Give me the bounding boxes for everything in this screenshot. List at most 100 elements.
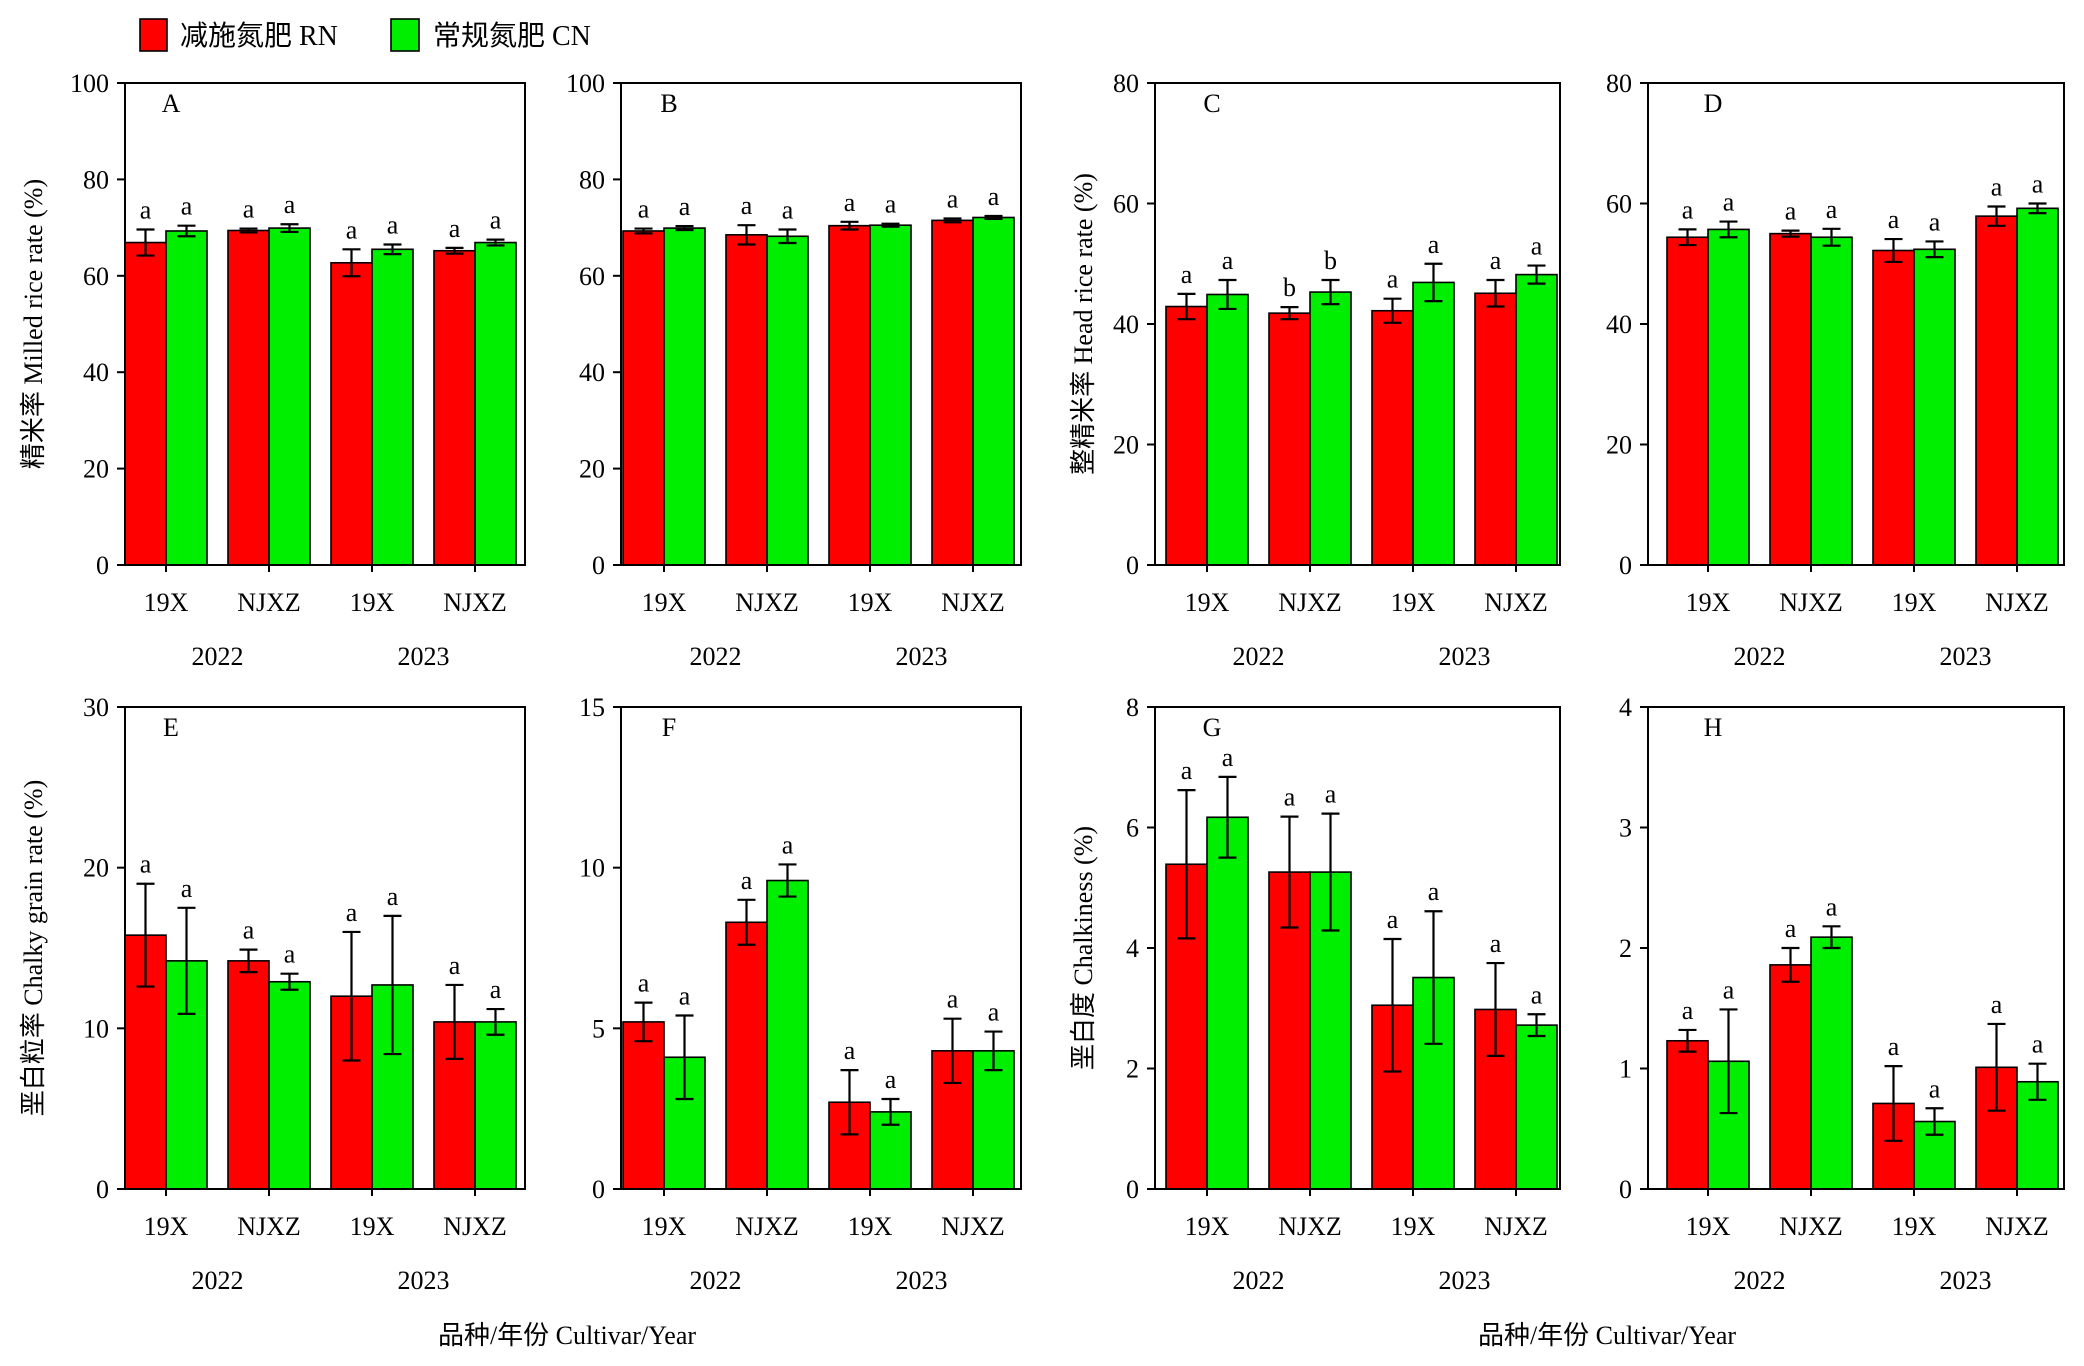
bar-cn-19x-2023 xyxy=(869,224,912,566)
x-category-label-njxz-2022: NJXZ xyxy=(1779,588,1843,617)
error-bar-rn-njxz-2023 xyxy=(445,246,464,255)
significance-letter-cn-19x-2022: a xyxy=(181,874,193,903)
significance-letter-cn-19x-2023: a xyxy=(387,882,399,911)
y-tick-label: 4 xyxy=(1126,934,1139,963)
significance-letter-cn-njxz-2022: a xyxy=(284,940,296,969)
y-tick-label: 0 xyxy=(592,551,605,580)
significance-letter-cn-njxz-2022: a xyxy=(782,196,794,225)
error-bar-cn-njxz-2023 xyxy=(2028,202,2047,215)
y-tick-label: 5 xyxy=(592,1014,605,1043)
significance-letter-cn-19x-2023: a xyxy=(885,1065,897,1094)
error-bar-cn-19x-2022 xyxy=(177,224,196,238)
y-tick-label: 0 xyxy=(592,1175,605,1204)
significance-letter-rn-njxz-2022: a xyxy=(1284,783,1296,812)
significance-letter-cn-19x-2022: a xyxy=(679,192,691,221)
error-bar-rn-19x-2023 xyxy=(342,930,361,1062)
significance-letter-rn-njxz-2023: a xyxy=(1490,246,1502,275)
significance-letter-cn-19x-2023: a xyxy=(1929,207,1941,236)
error-bar-rn-njxz-2022 xyxy=(737,898,756,946)
error-bar-rn-19x-2022 xyxy=(1177,789,1196,940)
error-bar-rn-19x-2022 xyxy=(136,228,155,257)
plot-frame xyxy=(620,706,1022,1190)
significance-letter-rn-19x-2022: a xyxy=(140,196,152,225)
bar-cn-19x-2022 xyxy=(1206,293,1249,566)
bar-cn-njxz-2023 xyxy=(1515,1024,1558,1190)
significance-letter-cn-njxz-2022: a xyxy=(1325,780,1337,809)
bar-cn-njxz-2022 xyxy=(268,227,311,566)
y-axis-title: 精米率 Milled rice rate (%) xyxy=(19,179,48,469)
significance-letter-cn-19x-2022: a xyxy=(1222,246,1234,275)
bar-cn-njxz-2022 xyxy=(1810,236,1853,566)
error-bar-cn-njxz-2023 xyxy=(984,214,1003,221)
y-tick-label: 0 xyxy=(1126,551,1139,580)
y-tick-label: 2 xyxy=(1619,934,1632,963)
error-bar-cn-19x-2023 xyxy=(881,1097,900,1126)
y-axis-title: 整精米率 Head rice rate (%) xyxy=(1069,173,1098,475)
x-axis-title-left: 品种/年份 Cultivar/Year xyxy=(438,1321,696,1350)
y-tick-label: 20 xyxy=(579,455,605,484)
y-tick-label: 0 xyxy=(1619,1175,1632,1204)
error-bar-cn-njxz-2023 xyxy=(1527,264,1546,285)
year-label: 2022 xyxy=(690,642,742,671)
error-bar-rn-19x-2023 xyxy=(1884,1064,1903,1142)
x-category-label-19x-2022: 19X xyxy=(642,588,687,617)
year-label: 2022 xyxy=(192,1266,244,1295)
year-label: 2023 xyxy=(398,642,450,671)
y-tick-label: 0 xyxy=(1126,1175,1139,1204)
error-bar-cn-njxz-2023 xyxy=(486,238,505,247)
year-label: 2023 xyxy=(398,1266,450,1295)
significance-letter-cn-njxz-2023: a xyxy=(490,975,502,1004)
significance-letter-cn-njxz-2023: a xyxy=(988,182,1000,211)
year-label: 2022 xyxy=(192,642,244,671)
bar-cn-njxz-2023 xyxy=(972,1050,1015,1190)
significance-letter-rn-njxz-2023: a xyxy=(1991,990,2003,1019)
bar-rn-njxz-2023 xyxy=(433,249,476,566)
error-bar-cn-njxz-2023 xyxy=(984,1030,1003,1072)
error-bar-rn-19x-2023 xyxy=(342,248,361,278)
x-category-label-njxz-2023: NJXZ xyxy=(1985,588,2049,617)
x-category-label-njxz-2022: NJXZ xyxy=(1278,588,1342,617)
bar-cn-njxz-2023 xyxy=(2016,207,2059,566)
significance-letter-rn-njxz-2023: a xyxy=(1490,929,1502,958)
error-bar-rn-njxz-2023 xyxy=(445,983,464,1060)
error-bar-rn-19x-2022 xyxy=(1678,228,1697,247)
significance-letter-cn-njxz-2022: a xyxy=(1826,195,1838,224)
y-tick-label: 60 xyxy=(579,262,605,291)
significance-letter-rn-19x-2022: a xyxy=(638,969,650,998)
significance-letter-rn-19x-2023: a xyxy=(1387,265,1399,294)
significance-letter-rn-njxz-2023: a xyxy=(449,951,461,980)
year-label: 2023 xyxy=(1439,1266,1491,1295)
bar-cn-njxz-2023 xyxy=(972,216,1015,566)
x-category-label-19x-2023: 19X xyxy=(848,588,893,617)
error-bar-cn-19x-2022 xyxy=(675,225,694,232)
y-tick-label: 2 xyxy=(1126,1055,1139,1084)
error-bar-rn-19x-2023 xyxy=(1383,297,1402,324)
bar-cn-19x-2022 xyxy=(663,227,706,566)
x-category-label-njxz-2022: NJXZ xyxy=(237,588,301,617)
bar-cn-19x-2023 xyxy=(371,248,414,566)
significance-letter-cn-njxz-2022: b xyxy=(1324,246,1337,275)
significance-letter-cn-njxz-2023: a xyxy=(490,206,502,235)
y-tick-label: 0 xyxy=(96,1175,109,1204)
error-bar-rn-njxz-2022 xyxy=(1280,306,1299,321)
bar-rn-njxz-2022 xyxy=(1769,232,1812,566)
error-bar-cn-njxz-2023 xyxy=(1527,1013,1546,1038)
significance-letter-rn-njxz-2022: a xyxy=(1785,197,1797,226)
significance-letter-cn-njxz-2023: a xyxy=(2032,1030,2044,1059)
legend-swatch-rn xyxy=(139,18,168,52)
x-category-label-19x-2022: 19X xyxy=(642,1212,687,1241)
error-bar-rn-njxz-2023 xyxy=(1486,278,1505,308)
error-bar-cn-19x-2022 xyxy=(1218,278,1237,311)
error-bar-rn-njxz-2023 xyxy=(943,217,962,224)
panel-label: D xyxy=(1704,89,1723,118)
x-category-label-njxz-2023: NJXZ xyxy=(443,588,507,617)
x-category-label-njxz-2023: NJXZ xyxy=(443,1212,507,1241)
y-axis-title: 垩白度 Chalkiness (%) xyxy=(1069,826,1098,1070)
x-category-label-njxz-2023: NJXZ xyxy=(941,588,1005,617)
significance-letter-rn-19x-2022: a xyxy=(638,195,650,224)
bar-rn-19x-2022 xyxy=(1165,305,1208,566)
